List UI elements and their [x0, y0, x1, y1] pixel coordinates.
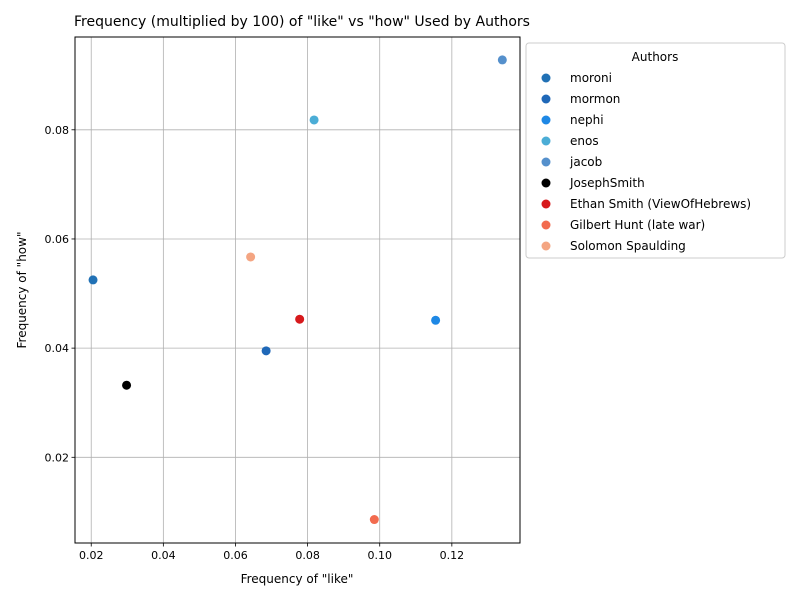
x-tick-label: 0.08 — [295, 549, 320, 562]
legend-marker — [541, 199, 551, 209]
legend-marker — [541, 220, 551, 230]
data-point — [309, 115, 319, 125]
legend-label: JosephSmith — [569, 176, 645, 190]
legend-marker — [541, 115, 551, 125]
y-tick-label: 0.04 — [45, 342, 70, 355]
legend: Authors moroni mormon nephi enos jacob Joseph… — [525, 42, 786, 259]
x-tick-label: 0.02 — [79, 549, 104, 562]
legend-label: enos — [570, 134, 599, 148]
legend-marker — [541, 73, 551, 83]
legend-item: Gilbert Hunt (late war) — [541, 218, 705, 232]
grid-lines — [75, 37, 520, 543]
data-point — [497, 55, 507, 65]
x-axis-label: Frequency of "like" — [241, 572, 354, 586]
legend-marker — [541, 241, 551, 251]
x-axis-ticks: 0.02 0.04 0.06 0.08 0.10 0.12 — [79, 543, 464, 562]
data-point — [246, 252, 256, 262]
legend-item: Ethan Smith (ViewOfHebrews) — [541, 197, 751, 211]
legend-item: JosephSmith — [541, 176, 645, 190]
legend-label: moroni — [570, 71, 612, 85]
legend-label: Gilbert Hunt (late war) — [570, 218, 705, 232]
legend-label: Ethan Smith (ViewOfHebrews) — [570, 197, 751, 211]
legend-marker — [541, 178, 551, 188]
y-axis-label: Frequency of "how" — [15, 232, 29, 349]
x-tick-label: 0.04 — [151, 549, 176, 562]
chart-title: Frequency (multiplied by 100) of "like" … — [74, 14, 530, 30]
data-point — [369, 515, 379, 525]
legend-title: Authors — [632, 50, 679, 64]
data-point — [431, 315, 441, 325]
data-point — [122, 380, 132, 390]
legend-item: moroni — [541, 71, 612, 85]
legend-box — [525, 42, 786, 259]
data-point — [261, 346, 271, 356]
legend-item: jacob — [541, 155, 602, 169]
legend-label: Solomon Spaulding — [570, 239, 686, 253]
legend-item: enos — [541, 134, 599, 148]
legend-item: Solomon Spaulding — [541, 239, 686, 253]
data-points — [88, 55, 507, 525]
y-axis-ticks: 0.02 0.04 0.06 0.08 — [45, 124, 75, 464]
legend-item: nephi — [541, 113, 604, 127]
legend-marker — [541, 157, 551, 167]
y-tick-label: 0.06 — [45, 233, 70, 246]
legend-label: jacob — [569, 155, 602, 169]
x-tick-label: 0.10 — [367, 549, 392, 562]
x-tick-label: 0.06 — [223, 549, 248, 562]
legend-label: nephi — [570, 113, 604, 127]
y-tick-label: 0.02 — [45, 451, 70, 464]
y-tick-label: 0.08 — [45, 124, 70, 137]
data-point — [295, 314, 305, 324]
legend-marker — [541, 136, 551, 146]
legend-item: mormon — [541, 92, 620, 106]
legend-label: mormon — [570, 92, 620, 106]
x-tick-label: 0.12 — [440, 549, 465, 562]
legend-marker — [541, 94, 551, 104]
data-point — [88, 275, 98, 285]
plot-frame — [74, 36, 521, 544]
legend-items: moroni mormon nephi enos jacob JosephSmith Eth… — [541, 71, 751, 253]
